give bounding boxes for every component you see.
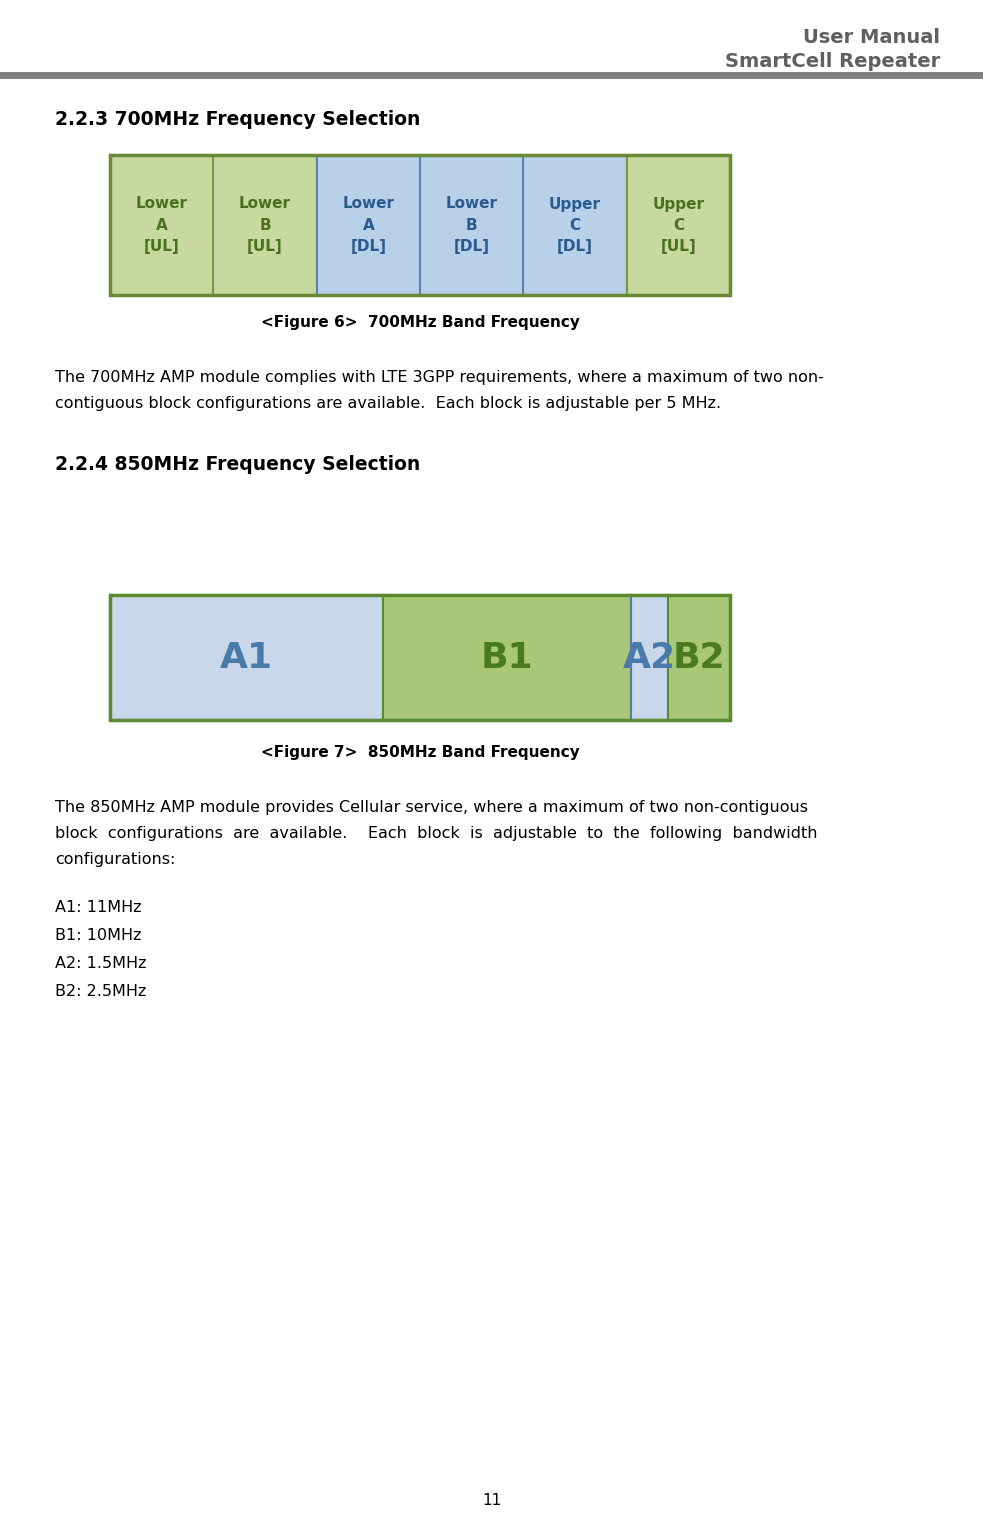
Text: Lower
B
[DL]: Lower B [DL] (445, 197, 497, 254)
Text: A1: A1 (220, 640, 273, 675)
Text: block  configurations  are  available.    Each  block  is  adjustable  to  the  : block configurations are available. Each… (55, 826, 818, 841)
Bar (668, 595, 730, 720)
Text: 11: 11 (482, 1493, 501, 1507)
Text: A2: A2 (623, 640, 676, 675)
Bar (523, 155, 627, 295)
Text: User Manual: User Manual (803, 28, 940, 48)
Bar (317, 155, 420, 295)
Bar (382, 595, 631, 720)
Text: Lower
A
[DL]: Lower A [DL] (342, 197, 394, 254)
Text: B2: B2 (672, 640, 725, 675)
Text: B2: 2.5MHz: B2: 2.5MHz (55, 984, 146, 1000)
Text: A1: 11MHz: A1: 11MHz (55, 900, 142, 915)
Text: Upper
C
[UL]: Upper C [UL] (653, 197, 705, 254)
Text: A2: 1.5MHz: A2: 1.5MHz (55, 957, 146, 970)
Bar (110, 595, 382, 720)
Text: <Figure 7>  850MHz Band Frequency: <Figure 7> 850MHz Band Frequency (260, 744, 579, 760)
Text: contiguous block configurations are available.  Each block is adjustable per 5 M: contiguous block configurations are avai… (55, 395, 722, 411)
Text: <Figure 6>  700MHz Band Frequency: <Figure 6> 700MHz Band Frequency (260, 315, 579, 331)
Bar (110, 155, 213, 295)
Bar (627, 155, 730, 295)
Text: Upper
C
[DL]: Upper C [DL] (549, 197, 601, 254)
Text: Lower
A
[UL]: Lower A [UL] (136, 197, 188, 254)
Text: 2.2.3 700MHz Frequency Selection: 2.2.3 700MHz Frequency Selection (55, 111, 421, 129)
Text: B1: 10MHz: B1: 10MHz (55, 927, 142, 943)
Bar (631, 595, 668, 720)
Text: B1: B1 (481, 640, 533, 675)
Text: 2.2.4 850MHz Frequency Selection: 2.2.4 850MHz Frequency Selection (55, 455, 421, 474)
Text: Lower
B
[UL]: Lower B [UL] (239, 197, 291, 254)
Text: SmartCell Repeater: SmartCell Repeater (724, 52, 940, 71)
Bar (420, 155, 523, 295)
Text: The 700MHz AMP module complies with LTE 3GPP requirements, where a maximum of tw: The 700MHz AMP module complies with LTE … (55, 371, 824, 384)
Text: configurations:: configurations: (55, 852, 175, 867)
Bar (110, 155, 730, 295)
Text: The 850MHz AMP module provides Cellular service, where a maximum of two non-cont: The 850MHz AMP module provides Cellular … (55, 800, 808, 815)
Bar (110, 595, 730, 720)
Bar (213, 155, 317, 295)
